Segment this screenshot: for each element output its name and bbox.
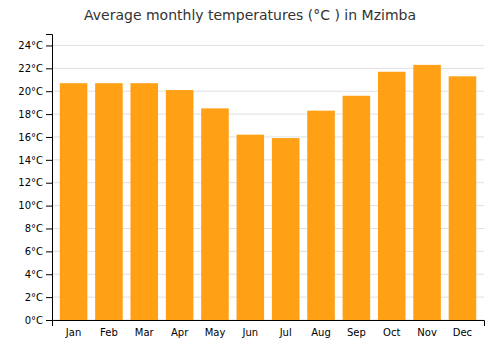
x-tick-label: Dec	[453, 327, 472, 338]
y-tick-mark	[46, 68, 52, 69]
y-tick-label: 20°C	[18, 86, 43, 97]
x-tick-label: Oct	[383, 327, 400, 338]
y-tick: 0°C	[25, 315, 52, 326]
bar	[449, 76, 477, 320]
y-tick-label: 12°C	[18, 177, 43, 188]
bar	[343, 96, 371, 320]
chart: Average monthly temperatures (°C ) in Mz…	[0, 0, 500, 350]
x-tick-label: Aug	[311, 327, 331, 338]
y-tick-label: 6°C	[25, 246, 43, 257]
y-tick-label: 14°C	[18, 155, 43, 166]
x-tick-label: Jul	[279, 327, 292, 338]
bar	[95, 83, 123, 320]
y-tick-label: 2°C	[25, 292, 43, 303]
y-tick-mark	[46, 114, 52, 115]
y-tick-label: 16°C	[18, 132, 43, 143]
y-tick-label: 10°C	[18, 200, 43, 211]
x-tick-label: Apr	[171, 327, 189, 338]
y-tick-label: 18°C	[18, 109, 43, 120]
grid-line	[52, 45, 484, 46]
x-axis-line	[53, 321, 485, 327]
x-tick: Jan	[65, 327, 81, 338]
y-axis: 0°C 2°C 4°C 6°C 8°C 10°C 12°C 14°C 16°C 18°C 20°C 2…	[18, 35, 52, 326]
y-tick-label: 22°C	[18, 63, 43, 74]
x-axis: Jan Feb Mar Apr May Jun Jul Aug Sep Oct Nov Dec	[53, 321, 485, 339]
y-tick: 20°C	[18, 86, 52, 97]
y-tick: 14°C	[18, 155, 52, 166]
y-tick: 12°C	[18, 177, 52, 188]
x-tick-label: Jan	[65, 327, 81, 338]
bar	[166, 90, 194, 320]
y-tick-mark	[46, 251, 52, 252]
bar	[378, 72, 406, 320]
y-axis-line	[46, 35, 53, 321]
y-tick-mark	[46, 297, 52, 298]
y-tick-mark	[46, 183, 52, 184]
x-tick-label: Sep	[347, 327, 366, 338]
x-tick-label: Nov	[417, 327, 437, 338]
x-tick: Jul	[279, 327, 292, 338]
bar	[237, 135, 265, 320]
x-tick-label: Jun	[242, 327, 259, 338]
y-tick: 18°C	[18, 109, 52, 120]
y-tick: 10°C	[18, 200, 52, 211]
plot: 0°C 2°C 4°C 6°C 8°C 10°C 12°C 14°C 16°C 18°C 20°C 2…	[18, 35, 484, 339]
x-tick: Apr	[171, 327, 189, 338]
bar	[272, 138, 300, 320]
x-tick: May	[205, 327, 226, 338]
y-tick-mark	[46, 91, 52, 92]
y-tick-label: 8°C	[25, 223, 43, 234]
y-tick-mark	[46, 45, 52, 46]
title: Average monthly temperatures (°C ) in Mz…	[84, 7, 416, 23]
bar	[60, 83, 88, 320]
x-tick: Nov	[417, 327, 437, 338]
x-tick-label: Feb	[100, 327, 118, 338]
x-tick: Aug	[311, 327, 331, 338]
x-tick: Oct	[383, 327, 400, 338]
y-tick: 8°C	[25, 223, 52, 234]
bar	[307, 111, 335, 320]
y-tick-mark	[46, 274, 52, 275]
y-tick: 22°C	[18, 63, 52, 74]
y-tick: 2°C	[25, 292, 52, 303]
x-tick: Mar	[135, 327, 155, 338]
bar	[201, 108, 229, 320]
y-tick: 24°C	[18, 40, 52, 51]
grid	[52, 45, 484, 320]
bars	[60, 65, 476, 320]
y-tick-mark	[46, 228, 52, 229]
y-tick: 16°C	[18, 132, 52, 143]
y-tick-label: 0°C	[25, 315, 43, 326]
y-tick-label: 24°C	[18, 40, 43, 51]
y-tick-mark	[46, 206, 52, 207]
x-tick: Feb	[100, 327, 118, 338]
bar	[130, 83, 158, 320]
y-tick-label: 4°C	[25, 269, 43, 280]
x-tick-label: Mar	[135, 327, 155, 338]
y-tick-mark	[46, 137, 52, 138]
y-tick-mark	[46, 320, 52, 321]
y-tick-mark	[46, 160, 52, 161]
x-tick: Dec	[453, 327, 472, 338]
x-tick: Jun	[242, 327, 259, 338]
x-tick: Sep	[347, 327, 366, 338]
y-tick: 4°C	[25, 269, 52, 280]
y-tick: 6°C	[25, 246, 52, 257]
bar	[413, 65, 441, 320]
x-tick-label: May	[205, 327, 226, 338]
